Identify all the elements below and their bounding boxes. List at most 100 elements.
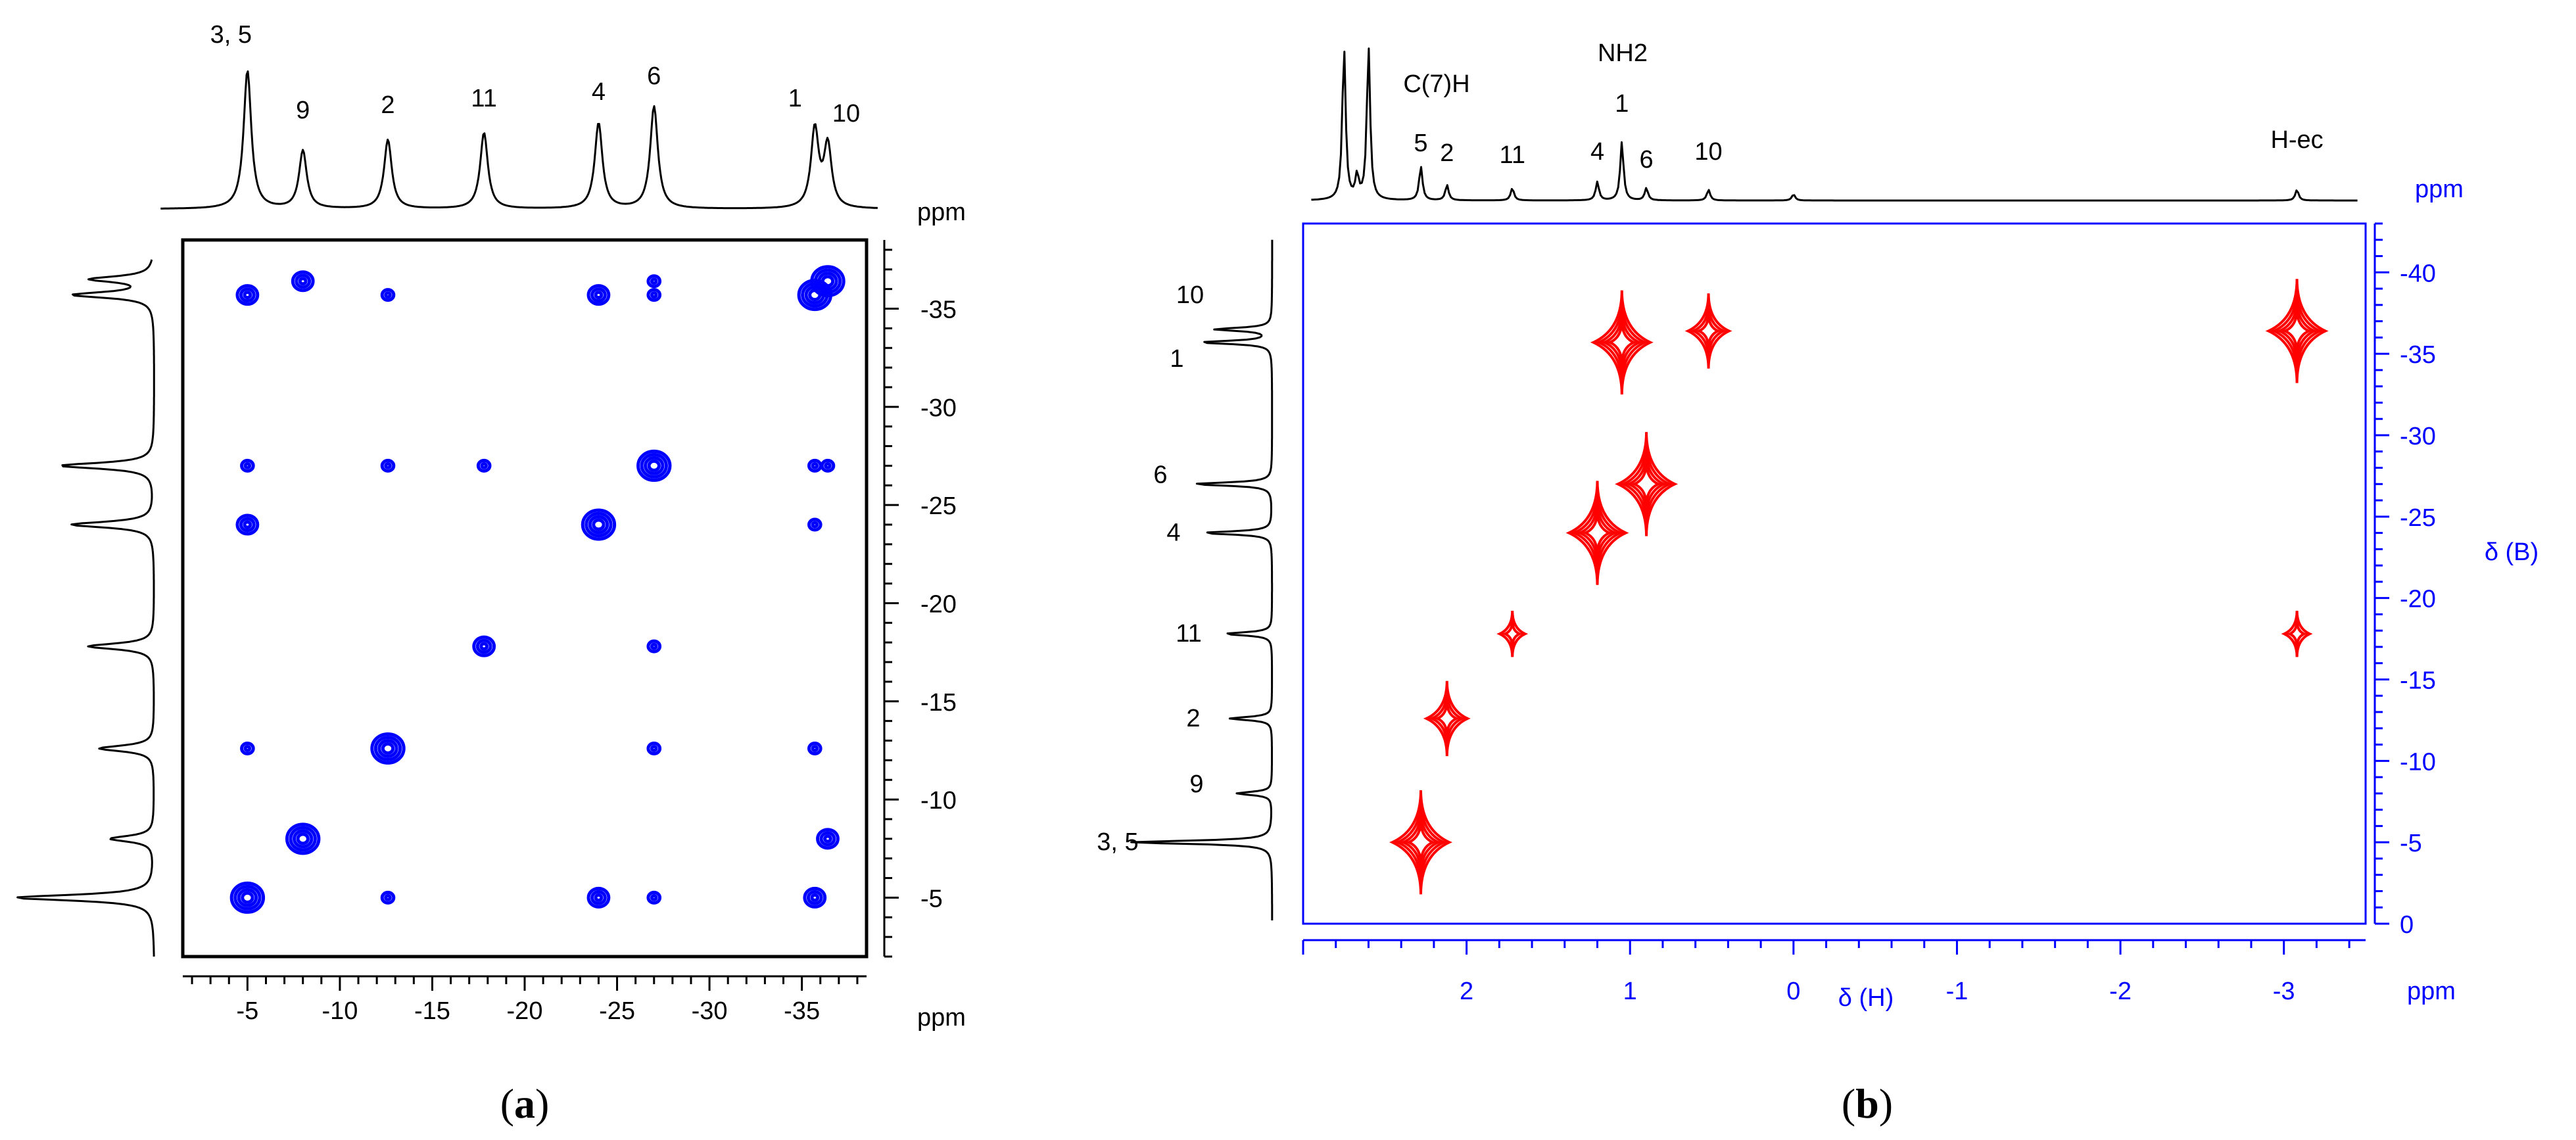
panel-b-peak-contour	[2281, 610, 2313, 657]
panel-a-peak-contour	[380, 890, 396, 905]
panel-a-peak-contour	[229, 881, 266, 914]
panel-b-x-tick-label: -1	[1946, 978, 1968, 1005]
panel-a-peak-contour	[380, 458, 396, 473]
panel-a-cross-peak	[240, 458, 255, 473]
panel-a-cross-peak	[235, 513, 260, 536]
panel-a-peak-contour	[384, 462, 392, 469]
panel-a-peak-contour	[381, 742, 395, 755]
panel-a-cross-peak	[285, 822, 321, 855]
panel-a-peak-contour	[811, 462, 819, 469]
panel-a-peak-contour	[586, 284, 611, 306]
panel-a-peak-contour	[584, 511, 613, 538]
caption-letter: a	[514, 1080, 535, 1127]
panel-b-annotation-nh2: NH2	[1598, 39, 1648, 67]
panel-a-peak-contour	[480, 462, 488, 469]
panel-b-peak-contour	[2286, 621, 2308, 648]
panel-a-peak-contour	[384, 291, 392, 299]
panel-a-cross-peak	[807, 517, 823, 532]
panel-b-y-tick-label: -35	[2400, 341, 2436, 369]
panel-b-x-tick-label: 1	[1623, 978, 1637, 1005]
panel-a-peak-label: 4	[592, 78, 606, 106]
panel-a-peak-contour	[647, 459, 661, 472]
panel-b-peak-contour	[2281, 309, 2312, 353]
panel-b-cross-peak	[1615, 432, 1679, 536]
panel-b-peak-contour	[1395, 800, 1447, 884]
panel-a-peak-contour	[807, 741, 823, 755]
panel-b-cross-peak	[2281, 610, 2313, 657]
panel-b-peak-contour	[1620, 442, 1673, 527]
panel-b-left-peak-label: 10	[1176, 281, 1204, 309]
panel-a-peak-contour	[240, 741, 255, 755]
panel-b-y-tick-label: 0	[2400, 911, 2414, 939]
panel-a-peak-contour	[810, 893, 820, 902]
caption-open-paren: (	[1842, 1080, 1855, 1127]
panel-a-peak-contour	[811, 521, 819, 529]
panel-a-cross-peak	[229, 881, 266, 914]
panel-b-peak-contour	[1631, 462, 1661, 506]
panel-a-y-tick-label: -15	[920, 689, 957, 717]
panel-a-peak-contour	[293, 829, 314, 849]
panel-a-peak-contour	[373, 735, 402, 761]
panel-a-peak-contour	[377, 738, 398, 758]
panel-b-peak-label: H-ec	[2270, 126, 2323, 154]
panel-a-peak-contour	[823, 834, 832, 843]
panel-a-peak-contour	[240, 458, 255, 473]
panel-b-annotation-c7h: C(7)H	[1403, 70, 1469, 98]
panel-b-left-peak-label: 4	[1166, 519, 1180, 547]
panel-b-peak-contour	[2270, 289, 2324, 373]
panel-a-y-tick-label: -35	[920, 297, 957, 324]
panel-b-peak-contour	[2276, 299, 2318, 363]
panel-a-peak-contour	[816, 828, 840, 850]
panel-a-cross-peak	[820, 458, 836, 473]
panel-b-peak-contour	[1684, 293, 1732, 369]
panel-b-peak-contour	[1596, 300, 1648, 385]
panel-a-cross-peak	[816, 828, 840, 850]
panel-a-peak-contour	[594, 291, 604, 300]
panel-b-y-tick-label: -5	[2400, 830, 2422, 857]
panel-b-y-tick-label: -25	[2400, 504, 2436, 532]
panel-b-peak-contour	[1502, 621, 1523, 648]
panel-b-x-axis-title: δ (H)	[1838, 984, 1894, 1012]
panel-a-peak-contour	[235, 513, 260, 536]
panel-a-peak-contour	[479, 642, 489, 651]
panel-b-left-peak-label: 6	[1153, 461, 1167, 488]
panel-a-cross-peak	[581, 508, 617, 541]
panel-a-peak-contour	[239, 517, 256, 533]
panel-b-peak-contour	[1434, 701, 1460, 736]
panel-a-frame	[181, 238, 869, 959]
panel-b-cross-peak	[1590, 290, 1654, 395]
panel-a-cross-peak	[636, 449, 672, 482]
caption-close-paren: )	[1879, 1080, 1893, 1127]
panel-a-cross-peak	[235, 284, 260, 306]
panel-b-frame	[1302, 222, 2367, 925]
panel-a-peak-contour	[384, 893, 392, 901]
panel-a-peak-contour	[586, 886, 611, 909]
panel-a-caption: (a)	[500, 1080, 550, 1127]
panel-a-peak-contour	[370, 732, 406, 765]
panel-a-peak-contour	[233, 884, 262, 911]
panel-a-peak-contour	[650, 291, 658, 299]
panel-a-peak-contour	[237, 888, 258, 907]
panel-a-peak-contour	[476, 458, 492, 473]
caption-letter: b	[1855, 1080, 1879, 1127]
panel-a-peak-contour	[296, 832, 310, 845]
panel-a-peak-label: 3, 5	[210, 21, 252, 49]
panel-a-peak-contour	[821, 275, 835, 288]
panel-a-y-tick-label: -10	[920, 787, 957, 815]
panel-a: 3, 5 9 2 11 4 6 1 10 ppm -5 -10 -15 -20 -25 -30 -35 -5 -1…	[16, 21, 966, 1127]
panel-b-y-tick-label: -15	[2400, 667, 2436, 694]
panel-a-cross-peak	[807, 458, 823, 473]
panel-a-peak-contour	[820, 458, 836, 473]
panel-a-peak-label: 2	[381, 91, 394, 119]
panel-a-peak-contour	[472, 635, 496, 657]
panel-b-y-tick-label: -30	[2400, 423, 2436, 450]
panel-a-cross-peak	[646, 890, 662, 905]
panel-b-left-peak-label: 2	[1186, 705, 1200, 732]
panel-a-peak-contour	[650, 744, 658, 752]
panel-b-left-peak-label: 3, 5	[1097, 828, 1138, 856]
panel-a-cross-peak	[291, 270, 315, 293]
panel-b-peak-contour	[1400, 810, 1442, 874]
panel-a-x-tick-label: -25	[599, 997, 635, 1025]
panel-b-y-tick-label: -20	[2400, 586, 2436, 613]
